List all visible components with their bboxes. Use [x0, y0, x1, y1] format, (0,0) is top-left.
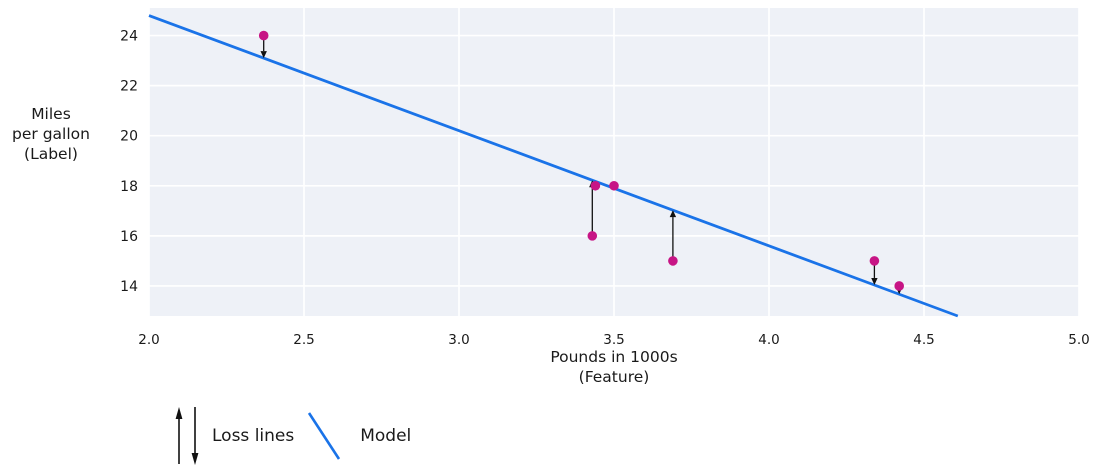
y-tick-label: 16 — [120, 229, 138, 245]
loss-arrow-head — [871, 277, 878, 285]
x-tick-label: 2.5 — [293, 332, 314, 348]
x-axis-title-line: (Feature) — [578, 368, 650, 386]
x-tick-label: 5.0 — [1068, 332, 1089, 348]
model-line-icon — [308, 412, 341, 460]
x-tick-label: 4.0 — [758, 332, 779, 348]
data-point — [609, 180, 619, 191]
chart-legend: Loss lines Model — [168, 404, 411, 468]
y-tick-label: 14 — [120, 279, 138, 295]
legend-label-loss-lines: Loss lines — [212, 426, 295, 446]
scatter-plot-canvas: 14 16 18 20 22 24 2.0 2.5 3.0 3.5 4.0 4.5 5.0 — [120, 8, 1090, 348]
y-tick-label: 24 — [120, 29, 138, 45]
y-axis-title-line: per gallon — [12, 125, 90, 143]
x-tick-label: 4.5 — [913, 332, 934, 348]
x-tick-label: 3.5 — [603, 332, 624, 348]
data-point — [668, 256, 678, 266]
loss-arrow-head — [669, 210, 677, 218]
data-point — [590, 180, 601, 191]
loss-lines-icon — [175, 407, 199, 465]
legend-label-model: Model — [360, 426, 412, 446]
y-tick-label: 22 — [120, 79, 138, 95]
data-point — [258, 30, 269, 41]
x-tick-label: 2.0 — [138, 332, 159, 348]
x-tick-label: 3.0 — [448, 332, 469, 348]
x-axis-title-line: Pounds in 1000s — [550, 348, 678, 366]
x-axis-title: Pounds in 1000s (Feature) — [149, 347, 1079, 387]
model-line — [148, 14, 959, 318]
y-axis-title-line: (Label) — [24, 145, 78, 163]
y-tick-label: 18 — [120, 179, 138, 195]
data-point — [869, 256, 880, 266]
y-axis-title-line: Miles — [31, 105, 71, 123]
y-tick-label: 20 — [120, 129, 138, 145]
data-point — [894, 281, 904, 291]
y-axis-title: Miles per gallon (Label) — [9, 104, 93, 164]
loss-arrow-head — [260, 51, 267, 59]
data-point — [587, 231, 598, 241]
